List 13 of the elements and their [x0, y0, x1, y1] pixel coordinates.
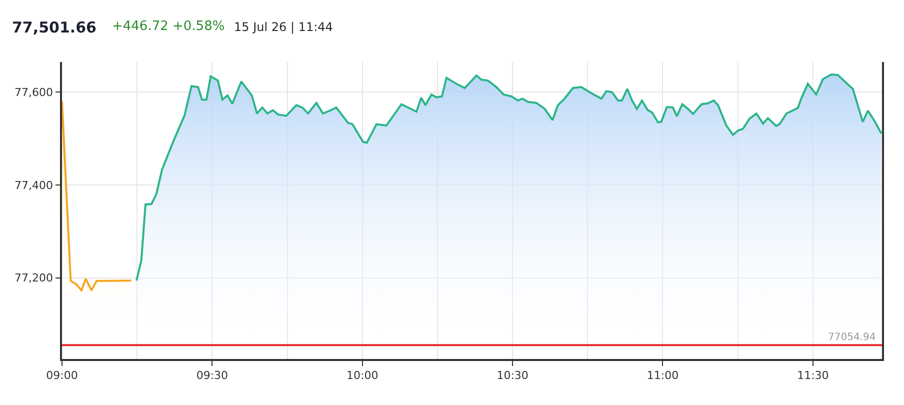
- y-tick-label: 77,200: [14, 272, 54, 285]
- x-tick-label: 10:30: [496, 368, 528, 382]
- x-tick-label: 11:00: [646, 368, 679, 382]
- text: 15 Jul 26 | 11:44: [234, 20, 333, 34]
- chart-subtitle: +446.72 +0.58%: [112, 19, 225, 34]
- y-tick-label: 77,600: [14, 86, 54, 100]
- x-tick-label: 09:30: [196, 368, 228, 382]
- chart-title: 77,501.66: [12, 18, 96, 36]
- x-tick-label: 10:00: [346, 368, 378, 382]
- y-tick-label: 77,400: [14, 178, 54, 192]
- x-tick-label: 09:00: [46, 368, 78, 382]
- ref-line-label: 77054.94: [828, 332, 876, 343]
- x-tick-label: 11:30: [797, 368, 829, 382]
